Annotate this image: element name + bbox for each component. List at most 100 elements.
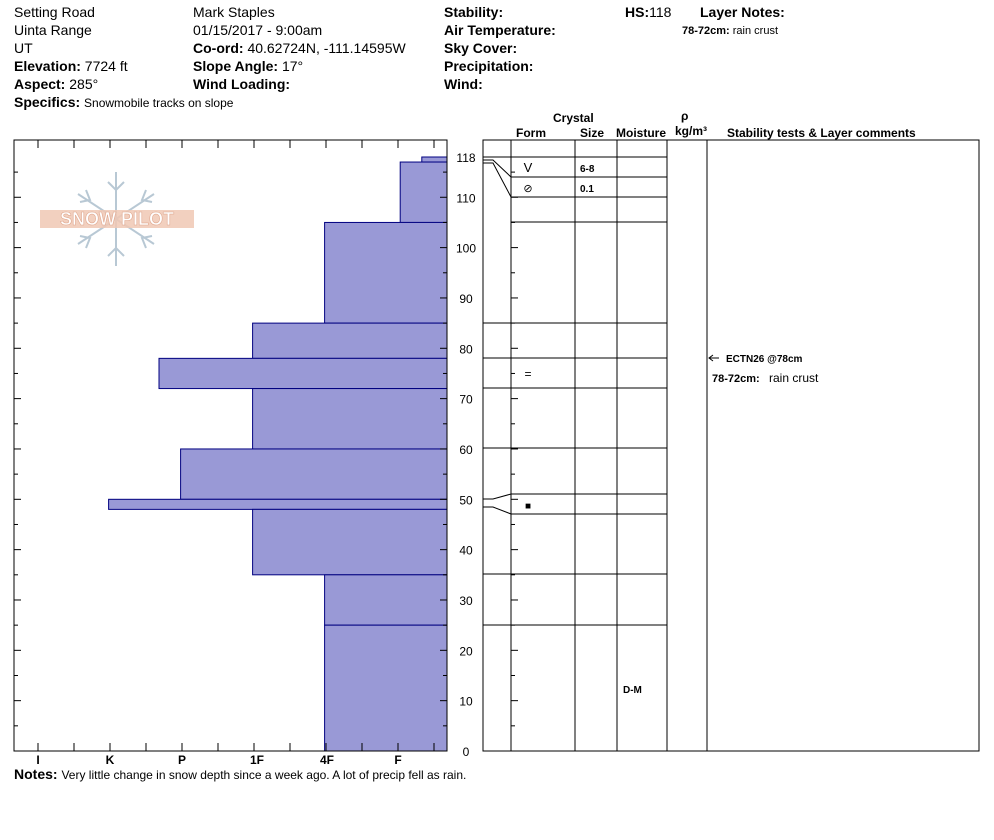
depth-label-10: 10	[459, 695, 473, 709]
hardness-bar-7	[108, 498, 448, 510]
layer-table	[483, 140, 708, 751]
wind-label: Wind:	[444, 76, 483, 92]
hardness-label-I: I	[36, 753, 39, 767]
hardness-bar-8	[252, 508, 448, 576]
coord-label: Co-ord:	[193, 40, 244, 56]
hardness-bar-0	[421, 156, 448, 163]
slope-angle: Slope Angle: 17°	[193, 58, 303, 74]
depth-label-0: 0	[463, 745, 470, 759]
depth-label-100: 100	[456, 242, 476, 256]
hardness-bar-2	[324, 221, 448, 324]
hardness-label-K: K	[106, 753, 115, 767]
stability-test-result: ECTN26 @78cm	[726, 354, 803, 365]
aspect-label: Aspect:	[14, 76, 66, 92]
layer-moisture-dm: D-M	[623, 685, 642, 696]
layer-size-6-8: 6-8	[580, 164, 595, 175]
elevation: Elevation: 7724 ft	[14, 58, 128, 74]
snowpilot-logo: SNOW PILOT	[38, 170, 198, 270]
hardness-bars	[108, 156, 448, 752]
coord-value: 40.62724N, -111.14595W	[247, 40, 406, 56]
location-name: Setting Road	[14, 4, 95, 20]
notes: Notes: Very little change in snow depth …	[14, 766, 466, 783]
aspect-value: 285°	[69, 76, 99, 92]
stability-layer-range: 78-72cm:	[712, 373, 760, 385]
hardness-plot-frame	[13, 139, 448, 752]
wind-loading-label: Wind Loading:	[193, 76, 291, 92]
hardness-label-P: P	[178, 753, 186, 767]
layer-form-square: ■	[525, 501, 531, 512]
snow-height: HS:118	[625, 4, 671, 20]
arrow-head-icon	[708, 354, 714, 362]
hardness-bar-3	[252, 322, 448, 359]
stability-comments-header: Stability tests & Layer comments	[727, 126, 916, 140]
hardness-label-F: F	[394, 753, 401, 767]
depth-label-80: 80	[459, 342, 473, 356]
hardness-bar-6	[180, 448, 448, 500]
state-name: UT	[14, 40, 33, 56]
density-unit-header: kg/m³	[675, 124, 708, 138]
size-header: Size	[580, 126, 605, 140]
rho-header: ρ	[681, 109, 689, 123]
depth-label-70: 70	[459, 393, 473, 407]
layer-notes-entry: 78-72cm: rain crust	[682, 23, 778, 39]
depth-label-60: 60	[459, 443, 473, 457]
layer-connector-line	[483, 159, 512, 178]
observer-name: Mark Staples	[193, 4, 275, 20]
layer-size-0-1: 0.1	[580, 184, 594, 195]
layer-connector-line	[483, 493, 512, 500]
depth-label-40: 40	[459, 544, 473, 558]
layer-table-frame	[482, 139, 980, 752]
layer-form-icon: ⊘	[523, 183, 532, 195]
table-symbols: V 6-8 ⊘ 0.1 = ■ D-M ECTN26 @78cm 78-72cm…	[523, 160, 819, 696]
layer-form-equals: =	[524, 367, 531, 381]
sky-cover-label: Sky Cover:	[444, 40, 518, 56]
specifics: Specifics: Snowmobile tracks on slope	[14, 94, 233, 111]
layer-form-v: V	[524, 160, 533, 175]
specifics-label: Specifics:	[14, 94, 81, 110]
form-header: Form	[516, 126, 546, 140]
moisture-header: Moisture	[616, 126, 667, 140]
coordinates: Co-ord: 40.62724N, -111.14595W	[193, 40, 406, 56]
crystal-header: Crystal	[553, 111, 594, 125]
depth-label-20: 20	[459, 644, 473, 658]
hardness-bar-10	[324, 624, 448, 752]
bottom-ticks: I K P 1F 4F F	[36, 743, 435, 767]
aspect: Aspect: 285°	[14, 76, 98, 92]
observation-datetime: 01/15/2017 - 9:00am	[193, 22, 323, 38]
depth-label-118: 118	[456, 151, 475, 165]
hardness-bar-1	[399, 161, 448, 223]
precip-label: Precipitation:	[444, 58, 534, 74]
notes-label: Notes:	[14, 766, 58, 782]
depth-label-50: 50	[459, 493, 473, 507]
hardness-bar-5	[252, 388, 448, 450]
depth-label-90: 90	[459, 292, 473, 306]
hardness-label-4F: 4F	[320, 753, 334, 767]
slope-label: Slope Angle:	[193, 58, 279, 74]
air-temp-label: Air Temperature:	[444, 22, 556, 38]
hs-label: HS:	[625, 4, 650, 20]
hardness-label-1F: 1F	[250, 753, 264, 767]
layer-notes-label: Layer Notes:	[700, 4, 785, 20]
layer-connector-line	[483, 506, 512, 515]
stability-label: Stability:	[444, 4, 504, 20]
hardness-bar-9	[324, 574, 448, 626]
stability-layer-text: rain crust	[769, 371, 819, 385]
depth-label-110: 110	[456, 191, 475, 205]
hardness-bar-4	[158, 357, 448, 390]
slope-value: 17°	[281, 58, 304, 74]
logo-text: SNOW PILOT	[60, 209, 174, 229]
elevation-value: 7724 ft	[84, 58, 128, 74]
range-name: Uinta Range	[14, 22, 92, 38]
depth-label-30: 30	[459, 594, 473, 608]
depth-ticks: 0 10 20 30 40 50 60 70 80 90 100 110 118	[14, 151, 518, 759]
layer-notes-text: rain crust	[732, 25, 779, 37]
notes-text: Very little change in snow depth since a…	[61, 768, 467, 782]
layer-notes-range: 78-72cm:	[682, 25, 730, 37]
top-ticks	[37, 140, 435, 148]
snowflake-icon: SNOW PILOT	[40, 172, 194, 266]
specifics-value: Snowmobile tracks on slope	[84, 96, 234, 110]
layer-connector-line	[483, 162, 512, 198]
elevation-label: Elevation:	[14, 58, 81, 74]
hs-value: 118	[649, 4, 672, 20]
